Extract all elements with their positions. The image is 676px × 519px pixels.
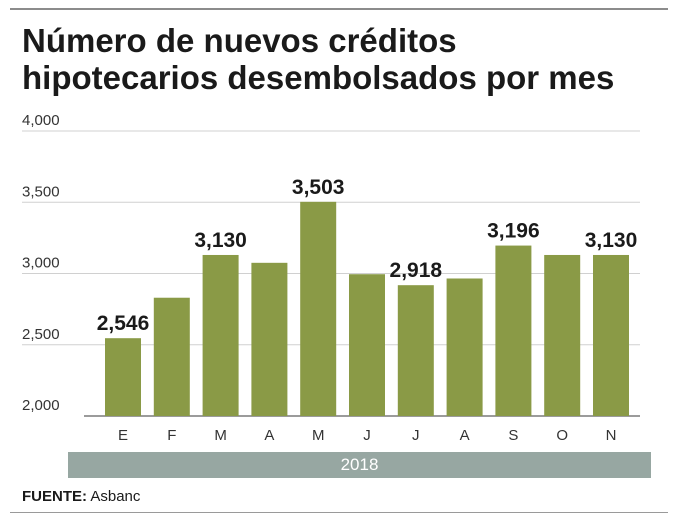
bar (446, 278, 483, 416)
y-tick-label: 3,000 (22, 255, 60, 272)
year-band: 2018 (68, 452, 651, 478)
bottom-rule (10, 512, 668, 513)
data-label: 2,918 (390, 259, 443, 282)
x-tick-label: S (508, 427, 518, 444)
data-label: 3,196 (487, 220, 540, 243)
x-tick-label: M (312, 427, 325, 444)
bar (495, 245, 532, 416)
source-note: FUENTE: Asbanc (22, 488, 140, 505)
bar (251, 262, 288, 416)
x-tick-label: E (118, 427, 128, 444)
y-tick-label: 2,000 (22, 397, 60, 414)
source-value: Asbanc (90, 488, 141, 505)
data-label: 3,130 (194, 229, 247, 252)
x-tick-label: J (412, 427, 420, 444)
bar (153, 297, 190, 416)
x-tick-label: F (167, 427, 176, 444)
bar (544, 254, 581, 416)
bars (105, 201, 629, 416)
x-tick-label: N (606, 427, 617, 444)
source-label: FUENTE: (22, 488, 87, 505)
x-tick-label: A (264, 427, 274, 444)
bar (300, 201, 337, 416)
bar-chart: 2,000 2,500 3,000 3,500 4,000 2,546 3,130 3,50… (22, 112, 640, 444)
y-tick-label: 4,000 (22, 112, 60, 129)
y-tick-label: 3,500 (22, 183, 60, 200)
top-rule (10, 8, 668, 10)
x-tick-label: M (214, 427, 227, 444)
bar (593, 254, 629, 416)
bar (105, 338, 141, 416)
bar (202, 254, 239, 416)
chart-title-line-2: hipotecarios desembolsados por mes (22, 59, 615, 96)
data-labels: 2,546 3,130 3,503 2,918 3,196 3,130 (97, 176, 638, 335)
x-tick-label: O (556, 427, 568, 444)
chart-title-line-1: Número de nuevos créditos (22, 22, 457, 59)
y-axis-ticks: 2,000 2,500 3,000 3,500 4,000 (22, 112, 60, 414)
bar (349, 274, 385, 416)
data-label: 3,503 (292, 176, 345, 199)
y-tick-label: 2,500 (22, 326, 60, 343)
bar (397, 285, 434, 416)
data-label: 3,130 (585, 229, 638, 252)
x-tick-label: J (363, 427, 371, 444)
x-tick-label: A (460, 427, 470, 444)
data-label: 2,546 (97, 312, 150, 335)
chart-title: Número de nuevos créditos hipotecarios d… (22, 22, 662, 96)
